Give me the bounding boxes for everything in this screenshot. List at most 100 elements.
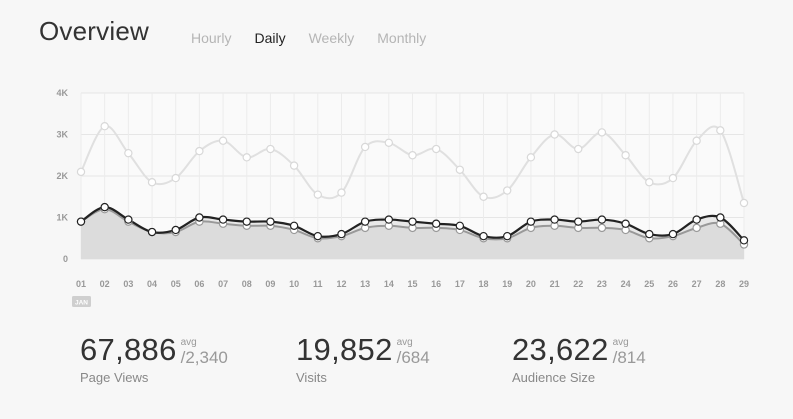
visits-point bbox=[503, 231, 512, 241]
visits-point bbox=[337, 229, 346, 239]
x-tick-label: 28 bbox=[715, 279, 725, 289]
audience-size-area bbox=[81, 209, 744, 259]
x-tick-label: 18 bbox=[479, 279, 489, 289]
stat-visits: 19,852 avg/684 Visits bbox=[296, 332, 430, 385]
page-title: Overview bbox=[39, 16, 149, 46]
x-tick-label: 13 bbox=[360, 279, 370, 289]
stat-page-views: 67,886 avg/2,340 Page Views bbox=[80, 332, 228, 385]
visits-point bbox=[550, 215, 559, 224]
tab-weekly[interactable]: Weekly bbox=[308, 30, 355, 46]
y-tick-label: 3K bbox=[56, 130, 68, 140]
x-tick-label: 12 bbox=[336, 279, 346, 289]
page-views-point bbox=[668, 173, 678, 183]
visits-point bbox=[668, 229, 678, 239]
visits-point bbox=[455, 221, 465, 230]
page-views-point bbox=[574, 144, 583, 154]
x-tick-label: 14 bbox=[384, 279, 394, 289]
tab-daily[interactable]: Daily bbox=[254, 30, 286, 46]
page-views-point bbox=[479, 192, 488, 201]
y-tick-label: 4K bbox=[56, 88, 68, 98]
audience-size-point bbox=[597, 223, 607, 233]
page-views-point bbox=[266, 144, 275, 154]
visits-point bbox=[597, 215, 607, 224]
page-views-point bbox=[597, 128, 607, 137]
visits-label: Visits bbox=[296, 370, 327, 385]
x-tick-label: 25 bbox=[644, 279, 654, 289]
y-tick-label: 1K bbox=[56, 213, 68, 223]
visits-point bbox=[574, 217, 583, 226]
visits-point bbox=[431, 219, 441, 228]
page-views-point bbox=[550, 130, 559, 139]
visits-point bbox=[621, 219, 630, 228]
page-views-avg-label: avg bbox=[180, 337, 197, 348]
x-tick-label: 07 bbox=[218, 279, 228, 289]
x-tick-label: 05 bbox=[171, 279, 181, 289]
audience-size-point bbox=[692, 223, 701, 233]
page-views-point bbox=[455, 165, 465, 174]
visits-point bbox=[242, 217, 251, 226]
x-tick-label: 08 bbox=[242, 279, 252, 289]
x-tick-label: 06 bbox=[194, 279, 204, 289]
page-views-point bbox=[76, 167, 86, 177]
tab-monthly[interactable]: Monthly bbox=[377, 30, 427, 46]
period-tabs: Hourly Daily Weekly Monthly bbox=[191, 30, 449, 46]
page-views-point bbox=[739, 198, 749, 208]
visits-point bbox=[408, 217, 417, 226]
audience-size-avg-label: avg bbox=[612, 337, 629, 348]
page-views-point bbox=[692, 136, 701, 145]
visits-point bbox=[195, 213, 204, 222]
x-tick-label: 26 bbox=[668, 279, 678, 289]
x-tick-label: 29 bbox=[739, 279, 749, 289]
visits-point bbox=[645, 229, 654, 239]
page-views-point bbox=[645, 178, 654, 187]
visits-point bbox=[266, 217, 275, 226]
x-tick-label: 19 bbox=[502, 279, 512, 289]
x-tick-label: 01 bbox=[76, 279, 86, 289]
x-tick-label: 03 bbox=[123, 279, 133, 289]
traffic-chart: 0 1K 2K 3K 4K 01 02 03 04 05 06 07 08 09 10 11 12 13 14 15 1… bbox=[56, 88, 749, 307]
page-views-point bbox=[503, 186, 512, 195]
y-tick-label: 2K bbox=[56, 171, 68, 181]
stat-audience-size: 23,622 avg/814 Audience Size bbox=[512, 332, 646, 385]
page-views-point bbox=[147, 178, 157, 187]
x-tick-label: 15 bbox=[407, 279, 417, 289]
visits-point bbox=[479, 231, 488, 241]
tab-hourly[interactable]: Hourly bbox=[191, 30, 232, 46]
page-views-point bbox=[526, 153, 536, 162]
page-views-point bbox=[384, 138, 394, 147]
page-views-label: Page Views bbox=[80, 370, 149, 385]
visits-point bbox=[76, 217, 86, 226]
audience-size-avg: /814 bbox=[612, 348, 646, 367]
page-views-point bbox=[124, 148, 133, 158]
visits-total: 19,852 bbox=[296, 332, 393, 367]
visits-avg: /684 bbox=[396, 348, 430, 367]
x-tick-label: 09 bbox=[265, 279, 275, 289]
visits-point bbox=[692, 215, 701, 224]
page-views-total: 67,886 bbox=[80, 332, 177, 367]
audience-size-total: 23,622 bbox=[512, 332, 609, 367]
x-tick-label: 17 bbox=[455, 279, 465, 289]
visits-point bbox=[360, 217, 370, 226]
visits-point bbox=[218, 215, 228, 224]
page-views-point bbox=[100, 121, 109, 131]
x-tick-label: 21 bbox=[550, 279, 560, 289]
x-tick-label: 27 bbox=[692, 279, 702, 289]
page-views-point bbox=[289, 161, 299, 170]
visits-point bbox=[739, 236, 749, 245]
page-views-point bbox=[313, 190, 322, 199]
page-views-point bbox=[218, 136, 228, 145]
y-tick-label: 0 bbox=[63, 254, 68, 264]
visits-point bbox=[716, 213, 725, 222]
x-tick-label: 20 bbox=[526, 279, 536, 289]
visits-point bbox=[384, 215, 394, 224]
page-views-point bbox=[171, 173, 180, 183]
x-tick-label: 02 bbox=[100, 279, 110, 289]
visits-avg-label: avg bbox=[396, 337, 413, 348]
page-views-point bbox=[716, 126, 725, 135]
visits-point bbox=[171, 225, 180, 235]
month-badge bbox=[72, 296, 91, 307]
page-views-avg: /2,340 bbox=[180, 348, 228, 367]
page-views-point bbox=[360, 142, 370, 152]
page-views-point bbox=[621, 151, 630, 160]
page-views-point bbox=[337, 188, 346, 197]
